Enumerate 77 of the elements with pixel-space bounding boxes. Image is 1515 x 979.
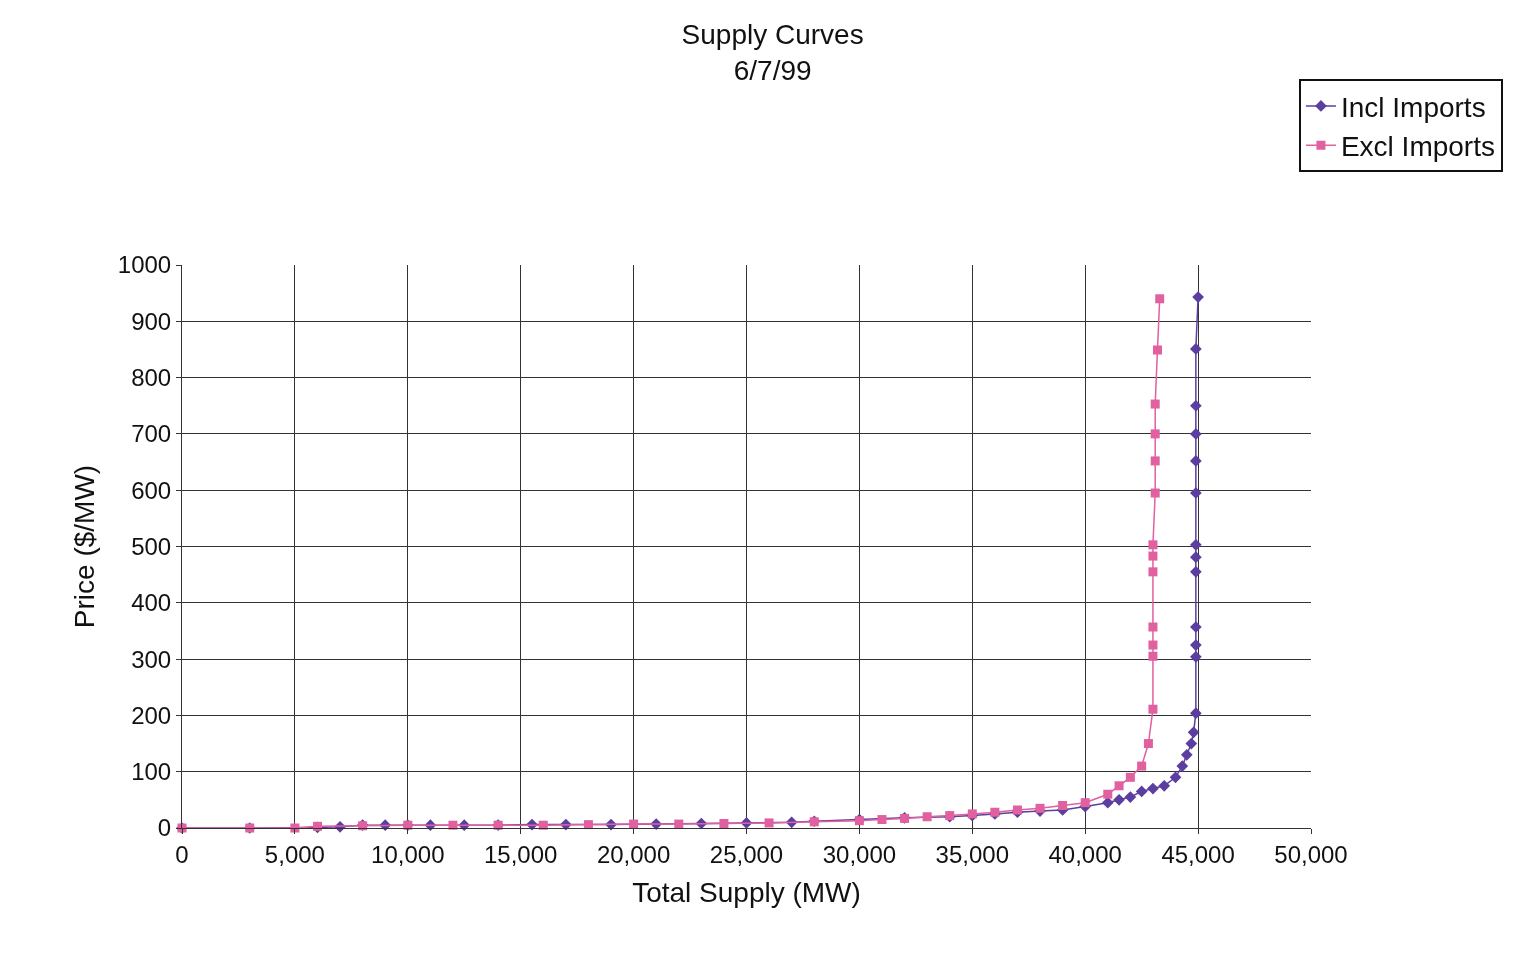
- point: [1124, 791, 1137, 803]
- point: [1169, 771, 1182, 784]
- y-tick-label: 600: [131, 476, 172, 504]
- legend-label: Incl Imports: [1340, 91, 1486, 123]
- point: [1189, 538, 1202, 551]
- y-tick-label: 0: [157, 814, 172, 842]
- point: [1150, 399, 1160, 409]
- point: [1180, 748, 1193, 761]
- point: [1150, 429, 1160, 439]
- point: [1189, 621, 1202, 633]
- point: [1143, 739, 1153, 749]
- point: [1155, 294, 1165, 304]
- point: [764, 818, 774, 828]
- x-tick-label: 25,000: [709, 840, 784, 868]
- point: [1148, 640, 1158, 650]
- point: [1189, 487, 1202, 499]
- x-tick-label: 10,000: [371, 840, 445, 868]
- y-tick-label: 100: [131, 758, 172, 786]
- point: [1189, 565, 1202, 578]
- x-tick-label: 35,000: [935, 840, 1009, 868]
- x-tick-label: 50,000: [1274, 840, 1348, 868]
- y-tick-label: 1000: [117, 251, 172, 279]
- point: [1189, 455, 1202, 467]
- point: [1150, 456, 1160, 466]
- y-tick-label: 500: [131, 532, 172, 560]
- point: [1189, 707, 1202, 719]
- point: [922, 812, 932, 822]
- point: [1147, 782, 1159, 795]
- point: [1148, 540, 1158, 550]
- point: [719, 819, 729, 828]
- x-axis-title: Total Supply (MW): [632, 876, 861, 908]
- y-tick-label: 300: [131, 645, 172, 673]
- x-tick-label: 45,000: [1161, 840, 1235, 868]
- point: [1148, 651, 1158, 661]
- point: [1185, 737, 1198, 750]
- point: [1189, 428, 1202, 440]
- x-tick-label: 15,000: [484, 840, 558, 868]
- point: [1135, 785, 1148, 798]
- point: [1189, 639, 1202, 651]
- point: [1148, 567, 1158, 577]
- y-tick-label: 400: [131, 589, 172, 617]
- point: [1158, 779, 1171, 792]
- point: [1189, 651, 1202, 663]
- point: [1148, 622, 1158, 632]
- point: [1150, 488, 1160, 498]
- legend-label: Excl Imports: [1340, 131, 1495, 163]
- point: [1137, 761, 1147, 771]
- point: [1187, 726, 1200, 739]
- y-tick-label: 700: [131, 420, 172, 448]
- point: [1113, 794, 1125, 806]
- x-tick-label: 20,000: [596, 840, 671, 868]
- point: [1080, 798, 1090, 808]
- x-tick-label: 40,000: [1048, 840, 1122, 868]
- point: [1176, 760, 1189, 772]
- y-axis-title: Price ($/MW): [68, 464, 100, 629]
- point: [1035, 803, 1045, 813]
- point: [1103, 789, 1113, 799]
- y-tick-label: 900: [131, 307, 172, 335]
- point: [1125, 772, 1135, 782]
- point: [1012, 805, 1022, 815]
- point: [1152, 345, 1162, 355]
- x-tick-label: 0: [175, 840, 189, 868]
- point: [1148, 704, 1158, 714]
- point: [1189, 551, 1202, 564]
- y-tick-label: 200: [131, 701, 172, 729]
- point: [1192, 291, 1204, 303]
- point: [1189, 399, 1202, 412]
- point: [1114, 781, 1124, 791]
- x-tick-label: 30,000: [822, 840, 897, 868]
- chart-subtitle: 6/7/99: [733, 55, 812, 87]
- point: [1058, 800, 1068, 810]
- chart-title: Supply Curves: [681, 19, 864, 51]
- point: [1148, 551, 1158, 561]
- point: [877, 815, 887, 825]
- y-tick-label: 800: [131, 364, 172, 391]
- point: [1189, 343, 1202, 355]
- x-tick-label: 5,000: [264, 840, 325, 868]
